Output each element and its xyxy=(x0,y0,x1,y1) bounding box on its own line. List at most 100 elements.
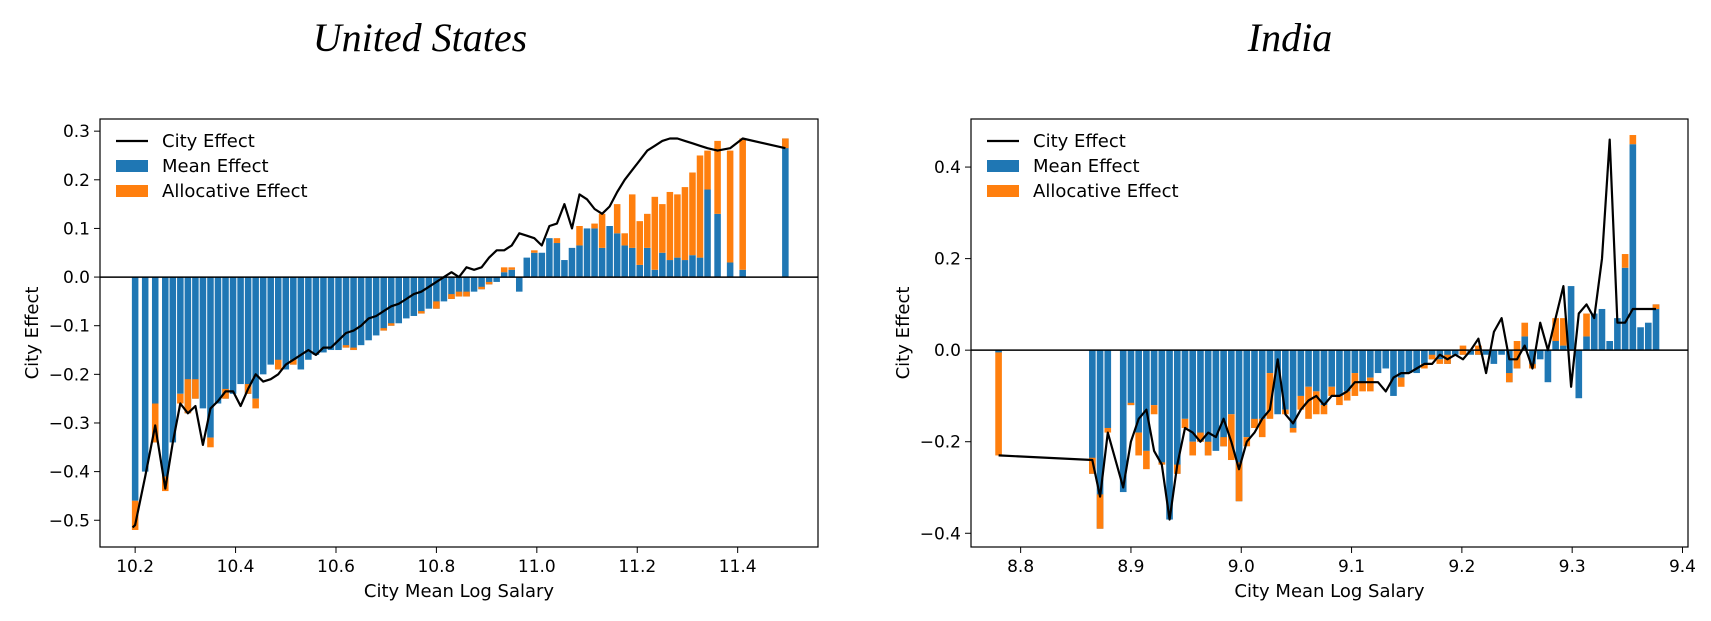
bar-mean-effect xyxy=(1652,304,1660,351)
x-axis-label: City Mean Log Salary xyxy=(364,581,555,602)
bar-mean-effect xyxy=(259,277,267,375)
bar-mean-effect xyxy=(184,277,192,414)
bar-mean-effect xyxy=(1212,350,1220,451)
bar-mean-effect xyxy=(1089,350,1096,474)
bar-mean-effect xyxy=(636,264,644,278)
y-tick-label: −0.4 xyxy=(920,524,961,544)
bar-allocative-effect xyxy=(1351,373,1359,396)
bar-mean-effect xyxy=(1367,350,1374,378)
bar-mean-effect xyxy=(500,272,508,278)
bar-mean-effect xyxy=(1629,144,1637,351)
bar-mean-effect xyxy=(1405,350,1413,374)
bar-allocative-effect xyxy=(553,238,561,244)
bar-allocative-effect xyxy=(1583,313,1590,337)
x-tick-label: 10.2 xyxy=(116,557,154,577)
bar-mean-effect xyxy=(1096,350,1104,529)
bar-mean-effect xyxy=(1189,350,1197,442)
bar-mean-effect xyxy=(561,260,568,278)
bar-mean-effect xyxy=(244,277,252,394)
bar-mean-effect xyxy=(1606,341,1613,351)
bar-mean-effect xyxy=(583,228,591,278)
bar-mean-effect xyxy=(681,260,689,278)
x-tick-label: 11.4 xyxy=(719,557,757,577)
legend-label-mean-effect: Mean Effect xyxy=(162,156,269,177)
bar-mean-effect xyxy=(335,277,342,351)
x-tick-label: 8.8 xyxy=(1007,557,1034,577)
bar-mean-effect xyxy=(1104,350,1112,428)
x-tick-label: 8.9 xyxy=(1117,557,1144,577)
bar-mean-effect xyxy=(523,257,531,278)
legend-swatch-allocative-effect xyxy=(987,185,1019,197)
bar-allocative-effect xyxy=(591,223,598,229)
bar-allocative-effect xyxy=(1320,405,1328,415)
bar-allocative-effect xyxy=(1436,359,1444,364)
bar-mean-effect xyxy=(141,277,149,472)
bar-mean-effect xyxy=(1583,336,1590,351)
bar-mean-effect xyxy=(1274,350,1281,415)
bar-mean-effect xyxy=(214,277,222,404)
bar-mean-effect xyxy=(470,277,478,292)
bar-allocative-effect xyxy=(1428,354,1436,360)
bar-mean-effect xyxy=(568,247,576,278)
y-tick-label: 0.2 xyxy=(63,171,90,191)
bar-mean-effect xyxy=(1220,350,1227,447)
bar-allocative-effect xyxy=(696,155,704,258)
bar-mean-effect xyxy=(418,277,425,314)
y-tick-label: 0.0 xyxy=(934,341,961,361)
x-tick-label: 9.3 xyxy=(1559,557,1586,577)
bar-allocative-effect xyxy=(704,150,711,190)
bar-mean-effect xyxy=(531,252,538,278)
bar-mean-effect xyxy=(1614,318,1621,351)
x-axis-label: City Mean Log Salary xyxy=(1234,581,1425,602)
bar-mean-effect xyxy=(1575,350,1583,399)
bar-mean-effect xyxy=(1312,350,1320,392)
bar-mean-effect xyxy=(290,277,297,365)
legend-swatch-mean-effect xyxy=(116,160,148,172)
bar-allocative-effect xyxy=(1104,427,1112,433)
bar-mean-effect xyxy=(455,277,463,297)
bar-mean-effect xyxy=(628,247,636,278)
y-tick-label: −0.3 xyxy=(49,414,90,434)
bar-mean-effect xyxy=(485,277,493,285)
bar-allocative-effect xyxy=(1560,318,1567,346)
x-tick-label: 10.4 xyxy=(217,557,255,577)
bar-mean-effect xyxy=(1637,327,1644,351)
bar-mean-effect xyxy=(1421,350,1428,364)
bar-mean-effect xyxy=(1158,350,1166,465)
bar-allocative-effect xyxy=(485,281,493,285)
bar-allocative-effect xyxy=(1204,441,1212,456)
bar-allocative-effect xyxy=(1297,395,1305,410)
bar-mean-effect xyxy=(1490,350,1498,364)
bar-mean-effect xyxy=(252,277,259,399)
bar-mean-effect xyxy=(448,277,455,299)
y-tick-label: 0.1 xyxy=(63,219,90,239)
x-tick-label: 9.1 xyxy=(1338,557,1365,577)
bar-mean-effect xyxy=(463,277,470,297)
bar-mean-effect xyxy=(350,277,357,351)
y-tick-label: 0.3 xyxy=(63,122,90,142)
bar-mean-effect xyxy=(1119,350,1127,493)
x-tick-label: 9.2 xyxy=(1448,557,1475,577)
bar-mean-effect xyxy=(320,277,327,353)
bar-mean-effect xyxy=(538,252,546,278)
y-axis-label: City Effect xyxy=(893,287,914,380)
bar-allocative-effect xyxy=(1150,405,1158,415)
bar-mean-effect xyxy=(1135,350,1142,433)
bar-allocative-effect xyxy=(1266,373,1274,419)
bar-allocative-effect xyxy=(1552,318,1559,342)
legend-label-allocative-effect: Allocative Effect xyxy=(1033,181,1179,202)
bar-mean-effect xyxy=(1351,350,1359,374)
bar-allocative-effect xyxy=(252,398,259,409)
bar-allocative-effect xyxy=(1629,135,1637,145)
bar-mean-effect xyxy=(674,257,681,278)
x-tick-label: 10.6 xyxy=(317,557,355,577)
bar-mean-effect xyxy=(1251,350,1258,428)
x-tick-label: 10.8 xyxy=(417,557,455,577)
bar-mean-effect xyxy=(1328,350,1336,387)
bar-mean-effect xyxy=(1266,350,1274,374)
y-tick-label: −0.2 xyxy=(49,365,90,385)
bar-mean-effect xyxy=(1258,350,1266,419)
bar-mean-effect xyxy=(1173,350,1181,474)
bar-mean-effect xyxy=(1289,350,1297,428)
bar-allocative-effect xyxy=(1127,402,1135,406)
